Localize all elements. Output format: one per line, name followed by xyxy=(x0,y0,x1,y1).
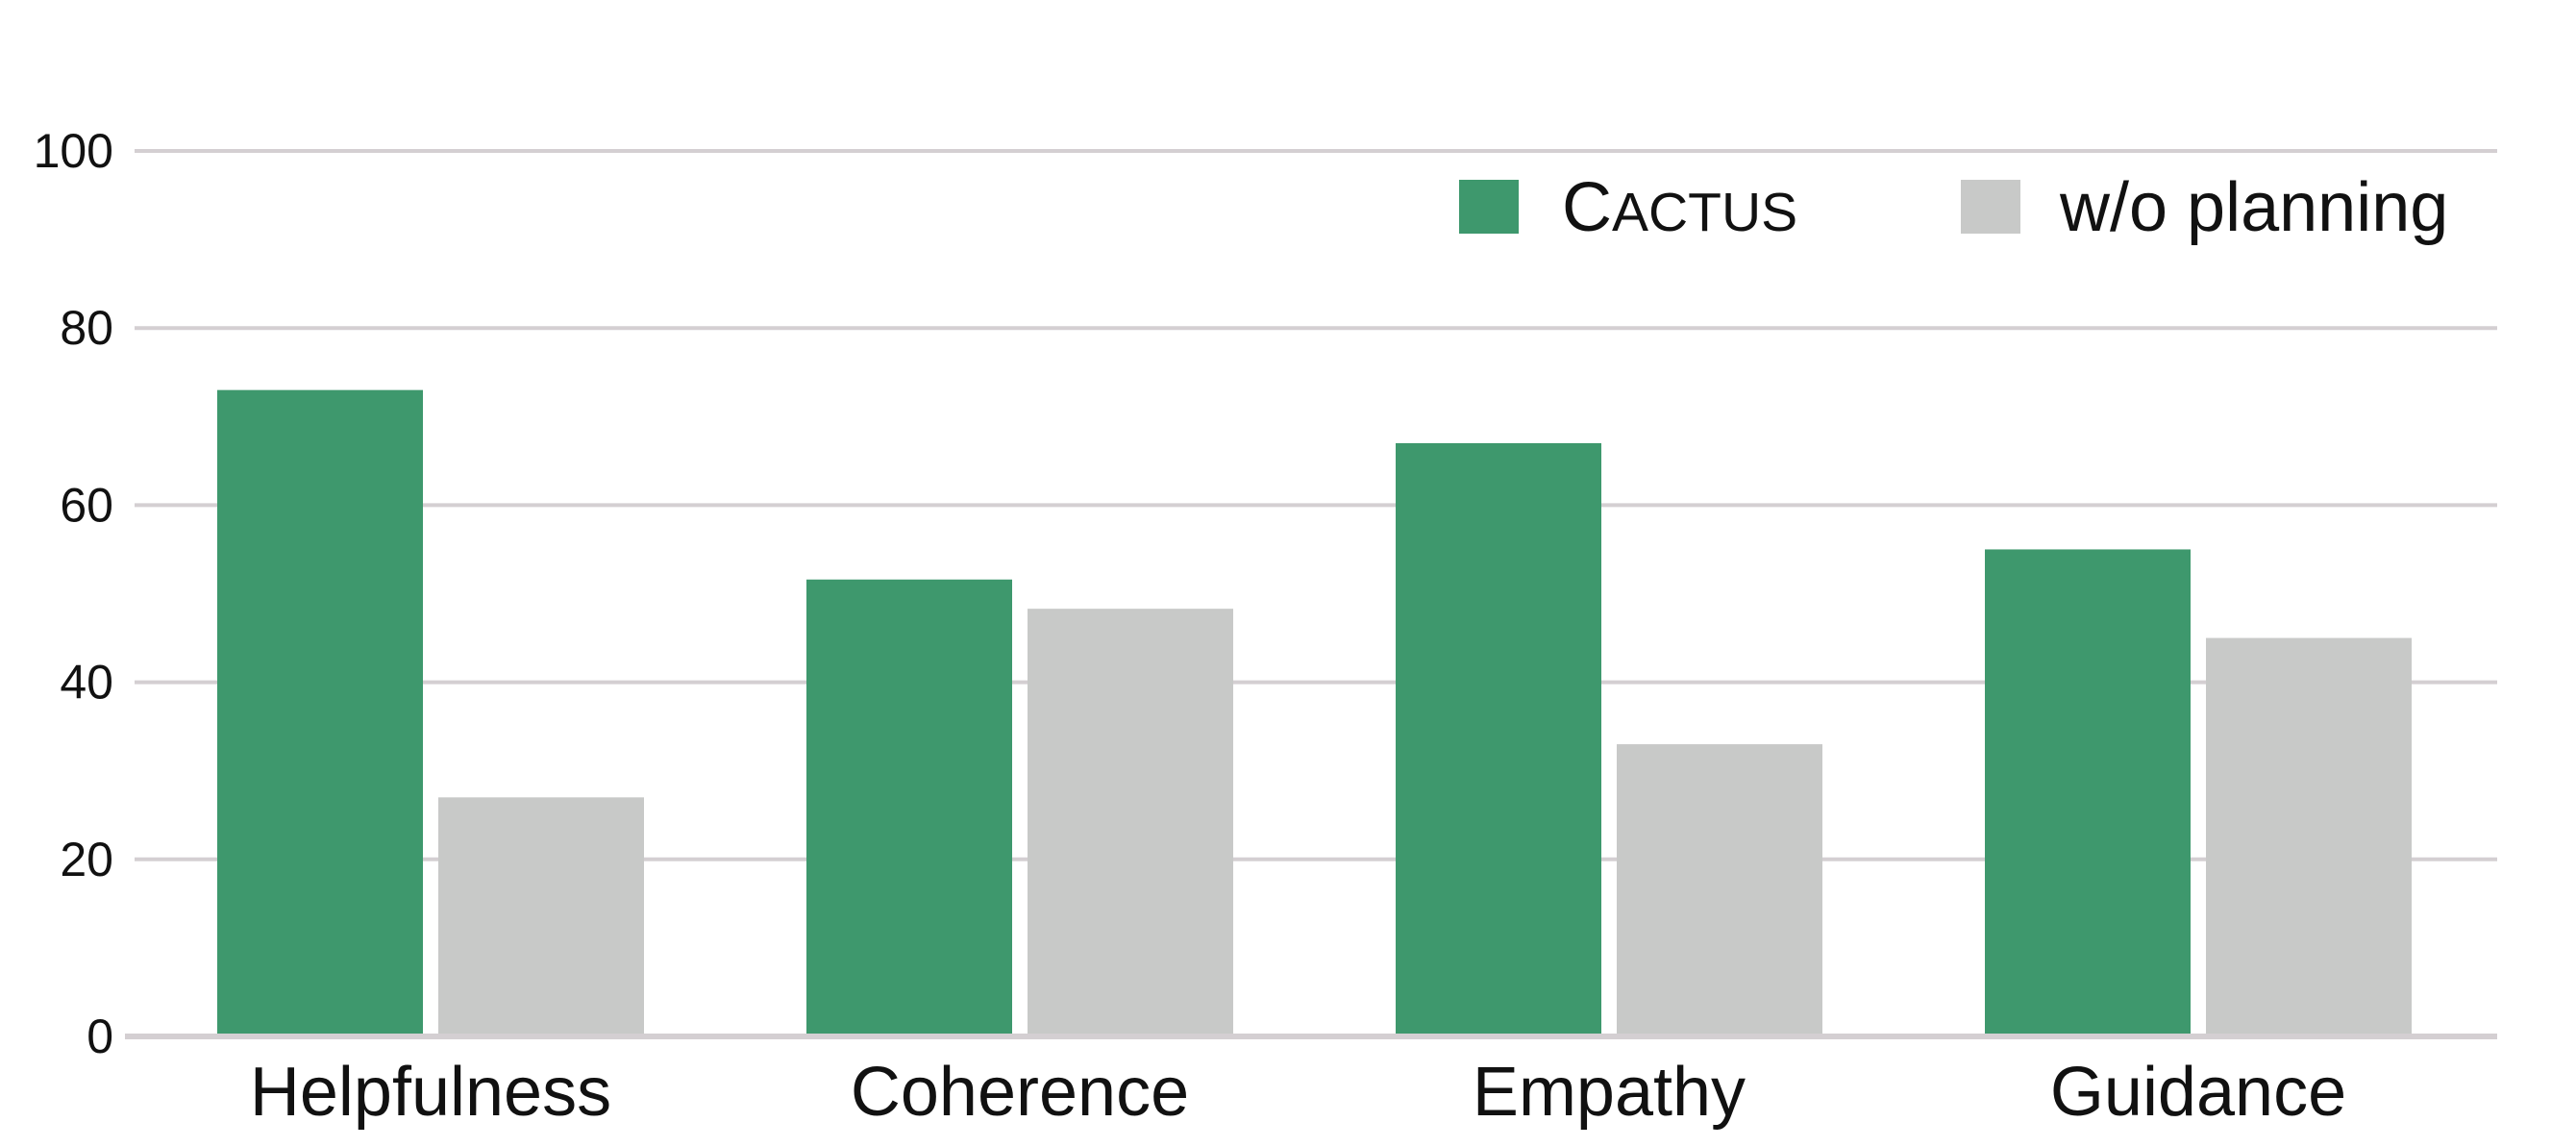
y-tick-label: 20 xyxy=(60,833,113,886)
x-axis-labels: Helpfulness Coherence Empathy Guidance xyxy=(250,1054,2346,1131)
bar-empathy-wo-planning xyxy=(1617,744,1822,1036)
x-category-label: Helpfulness xyxy=(250,1054,611,1131)
x-category-label: Guidance xyxy=(2050,1054,2346,1131)
legend-swatch-cactus xyxy=(1459,180,1519,234)
legend-label-cactus: CACTUS xyxy=(1562,169,1797,246)
y-tick-label: 100 xyxy=(34,124,113,178)
bar-guidance-wo-planning xyxy=(2206,637,2412,1036)
y-tick-label: 40 xyxy=(60,656,113,710)
legend-label-cactus-initial: C xyxy=(1562,169,1612,246)
bar-coherence-cactus xyxy=(806,579,1012,1036)
legend-swatch-wo-planning xyxy=(1961,180,2020,234)
bar-coherence-wo-planning xyxy=(1028,609,1233,1036)
x-category-label: Empathy xyxy=(1473,1054,1746,1131)
bar-empathy-cactus xyxy=(1396,442,1601,1036)
y-tick-label: 80 xyxy=(60,301,113,355)
x-category-label: Coherence xyxy=(851,1054,1189,1131)
y-axis-ticks: 0 20 40 60 80 100 xyxy=(34,124,113,1063)
y-tick-label: 60 xyxy=(60,478,113,532)
legend-label-cactus-rest: ACTUS xyxy=(1612,182,1797,243)
y-tick-label: 0 xyxy=(87,1010,113,1063)
bar-helpfulness-cactus xyxy=(217,389,423,1036)
legend-label-wo-planning: w/o planning xyxy=(2059,169,2448,246)
bars xyxy=(217,389,2412,1036)
bar-helpfulness-wo-planning xyxy=(438,797,644,1036)
bar-guidance-cactus xyxy=(1985,549,2191,1036)
legend: CACTUS w/o planning xyxy=(1459,169,2448,246)
